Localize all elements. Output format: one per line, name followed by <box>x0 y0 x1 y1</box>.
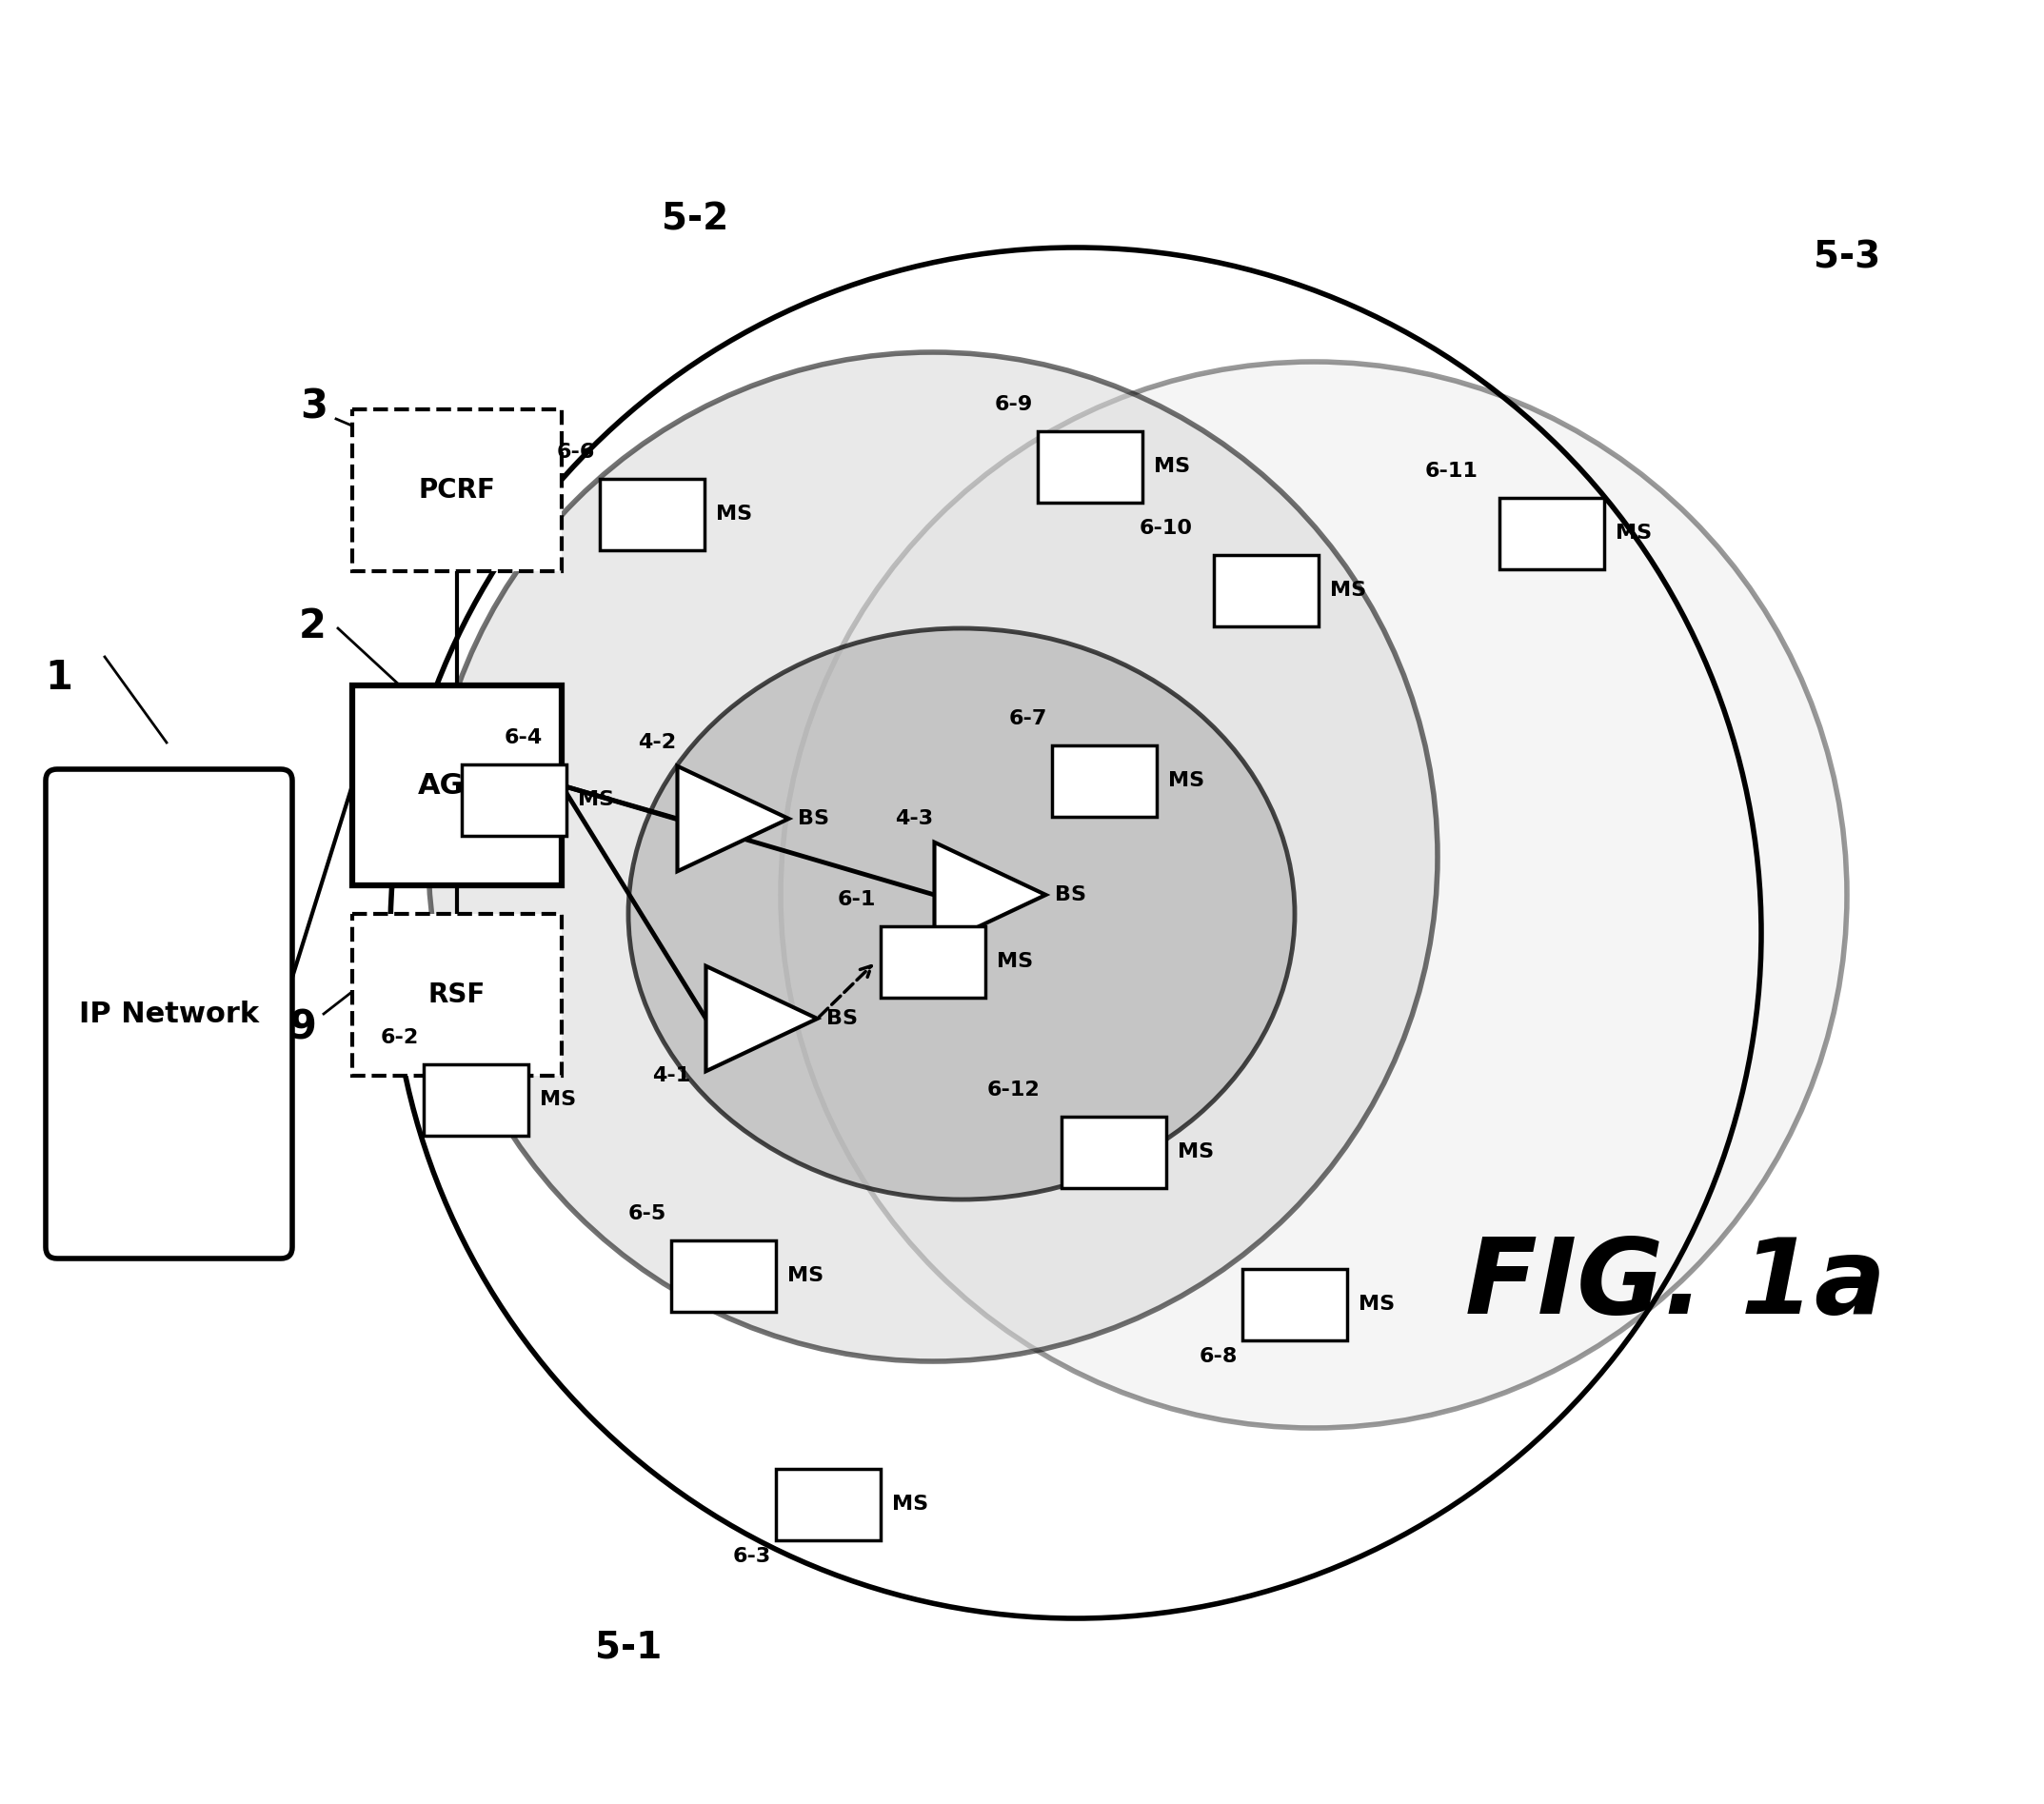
Text: 6-7: 6-7 <box>1010 709 1047 729</box>
Text: 6-11: 6-11 <box>1425 462 1478 480</box>
Polygon shape <box>705 965 818 1072</box>
Text: MS: MS <box>1155 456 1190 476</box>
Text: 5-1: 5-1 <box>595 1629 662 1665</box>
FancyBboxPatch shape <box>1500 498 1605 568</box>
FancyBboxPatch shape <box>670 1239 777 1312</box>
Text: MS: MS <box>891 1494 928 1514</box>
FancyBboxPatch shape <box>1243 1268 1347 1340</box>
FancyBboxPatch shape <box>881 925 985 998</box>
Text: 9: 9 <box>288 1008 317 1048</box>
Text: 6-9: 6-9 <box>995 395 1032 415</box>
Text: 6-1: 6-1 <box>838 889 877 909</box>
Text: 1: 1 <box>45 658 74 698</box>
Text: BS: BS <box>1055 886 1087 904</box>
Text: 4-2: 4-2 <box>638 732 677 752</box>
Text: MS: MS <box>1177 1142 1214 1162</box>
Text: 4-1: 4-1 <box>652 1066 691 1086</box>
FancyBboxPatch shape <box>1038 431 1143 502</box>
FancyBboxPatch shape <box>1053 745 1157 817</box>
Text: MS: MS <box>1331 581 1365 599</box>
Text: IP Network: IP Network <box>80 999 260 1028</box>
Text: RSF: RSF <box>429 981 486 1008</box>
Text: BS: BS <box>828 1008 858 1028</box>
Text: 6-10: 6-10 <box>1141 520 1194 538</box>
Text: 6-2: 6-2 <box>380 1028 419 1046</box>
Text: 6-8: 6-8 <box>1200 1348 1239 1366</box>
Polygon shape <box>934 842 1047 947</box>
Circle shape <box>781 363 1848 1429</box>
Text: 6-6: 6-6 <box>556 442 595 462</box>
Text: PCRF: PCRF <box>419 476 495 503</box>
Text: MS: MS <box>997 953 1032 971</box>
Text: 4-3: 4-3 <box>895 810 932 828</box>
Polygon shape <box>677 767 789 871</box>
Text: MS: MS <box>1167 770 1204 790</box>
Text: 6-5: 6-5 <box>628 1205 666 1223</box>
FancyBboxPatch shape <box>462 763 566 835</box>
FancyBboxPatch shape <box>45 769 292 1259</box>
FancyBboxPatch shape <box>1061 1117 1167 1187</box>
Text: MS: MS <box>715 505 752 523</box>
Text: MS: MS <box>1359 1295 1394 1313</box>
Text: 6-12: 6-12 <box>987 1081 1040 1099</box>
FancyBboxPatch shape <box>352 915 562 1075</box>
Text: 3: 3 <box>300 388 327 428</box>
Text: MS: MS <box>787 1266 824 1284</box>
Text: 6-3: 6-3 <box>734 1548 771 1566</box>
Text: BS: BS <box>799 810 830 828</box>
FancyBboxPatch shape <box>352 410 562 572</box>
Text: 5-3: 5-3 <box>1813 238 1880 276</box>
Text: MS: MS <box>578 790 613 810</box>
Circle shape <box>429 352 1437 1362</box>
Text: 6-4: 6-4 <box>505 729 544 747</box>
Text: MS: MS <box>1615 523 1652 543</box>
Text: 2: 2 <box>298 606 325 646</box>
FancyBboxPatch shape <box>352 686 562 886</box>
Ellipse shape <box>628 628 1294 1200</box>
Text: MS: MS <box>540 1090 576 1109</box>
Text: AGW: AGW <box>417 772 497 799</box>
FancyBboxPatch shape <box>599 478 705 550</box>
FancyBboxPatch shape <box>777 1468 881 1541</box>
FancyBboxPatch shape <box>1214 554 1318 626</box>
Text: 5-2: 5-2 <box>662 200 728 236</box>
FancyBboxPatch shape <box>423 1064 529 1135</box>
Text: FIG. 1a: FIG. 1a <box>1466 1234 1887 1337</box>
